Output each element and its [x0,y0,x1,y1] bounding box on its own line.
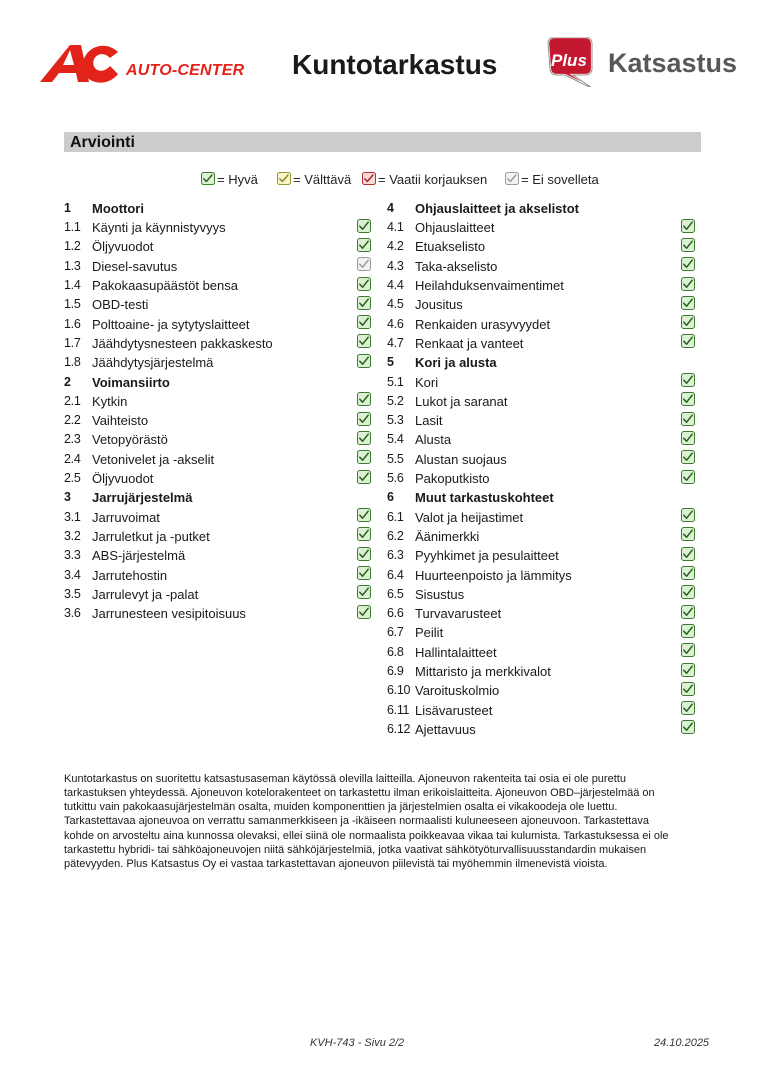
svg-text:Katsastus: Katsastus [608,48,737,78]
svg-text:Plus: Plus [551,51,587,70]
svg-text:AUTO-CENTER: AUTO-CENTER [125,62,245,79]
